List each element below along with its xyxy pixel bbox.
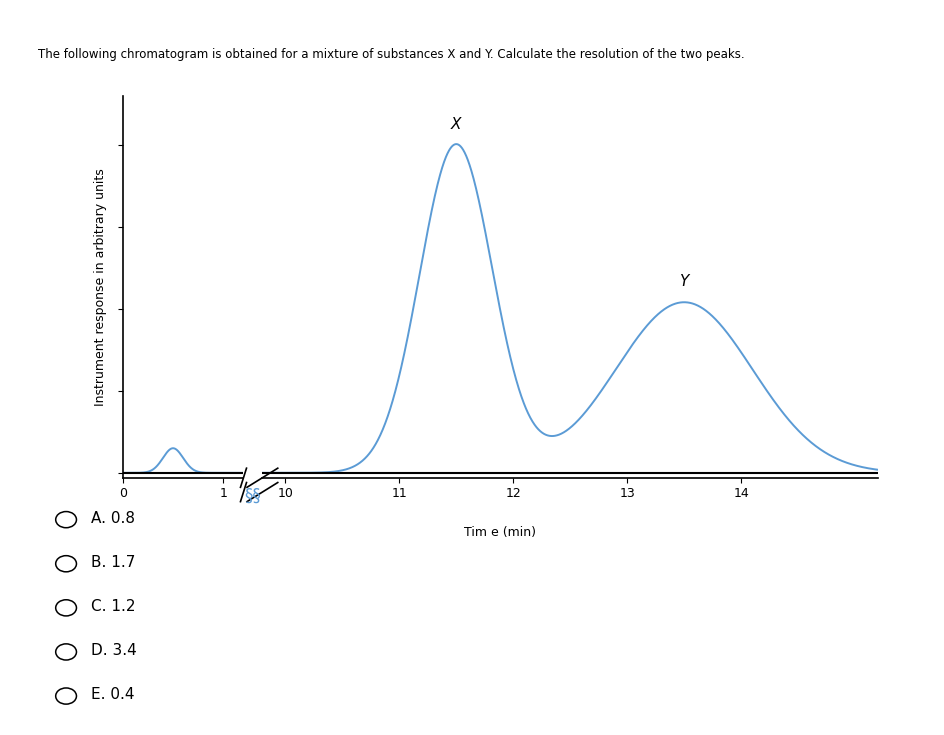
Text: X: X	[451, 117, 462, 132]
Text: B. 1.7: B. 1.7	[91, 555, 135, 570]
Text: Tim e (min): Tim e (min)	[464, 526, 536, 539]
Text: E. 0.4: E. 0.4	[91, 687, 134, 702]
Text: The following chromatogram is obtained for a mixture of substances X and Y. Calc: The following chromatogram is obtained f…	[38, 48, 745, 61]
Text: D. 3.4: D. 3.4	[91, 643, 136, 658]
Text: C. 1.2: C. 1.2	[91, 599, 135, 614]
Text: §§: §§	[244, 487, 261, 505]
Y-axis label: Instrument response in arbitrary units: Instrument response in arbitrary units	[94, 168, 108, 406]
Text: A. 0.8: A. 0.8	[91, 511, 135, 526]
Text: Y: Y	[680, 274, 689, 289]
